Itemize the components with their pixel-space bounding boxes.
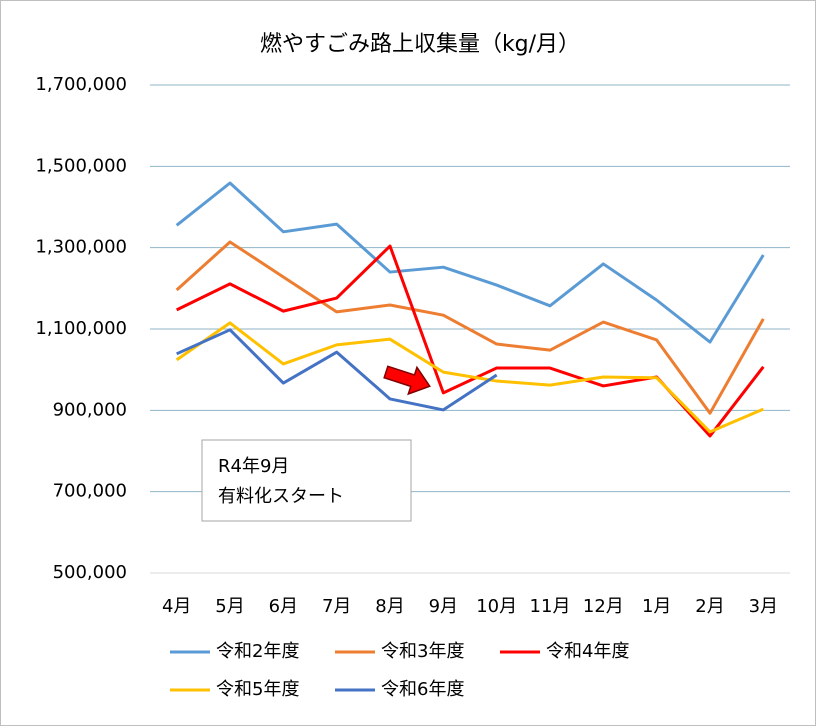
y-tick-label: 700,000 — [53, 481, 127, 502]
legend-label: 令和2年度 — [216, 641, 299, 662]
x-tick-label: 2月 — [695, 596, 724, 617]
annotation-box — [201, 439, 412, 522]
x-tick-label: 7月 — [322, 596, 351, 617]
x-tick-label: 12月 — [583, 596, 624, 617]
x-tick-label: 5月 — [215, 596, 244, 617]
annotation-text: R4年9月 — [218, 456, 289, 477]
legend-label: 令和6年度 — [381, 679, 464, 700]
x-tick-label: 10月 — [476, 596, 517, 617]
annotation-text: 有料化スタート — [218, 486, 344, 507]
x-tick-label: 3月 — [749, 596, 778, 617]
plot-area: 500,000 700,000 900,000 1,100,000 1,300,000 1… — [35, 74, 790, 700]
y-tick-label: 500,000 — [53, 562, 127, 583]
y-tick-label: 1,100,000 — [35, 318, 127, 339]
chart-title: 燃やすごみ路上収集量（kg/月） — [260, 32, 580, 57]
x-tick-label: 8月 — [375, 596, 404, 617]
y-tick-label: 1,700,000 — [35, 74, 127, 95]
legend-label: 令和4年度 — [546, 641, 629, 662]
annotation-arrow — [383, 365, 431, 396]
y-tick-label: 900,000 — [53, 399, 127, 420]
x-tick-label: 6月 — [269, 596, 298, 617]
x-tick-label: 9月 — [429, 596, 458, 617]
x-tick-label: 4月 — [162, 596, 191, 617]
series-line — [175, 240, 765, 415]
legend-label: 令和3年度 — [381, 641, 464, 662]
y-tick-label: 1,300,000 — [35, 237, 127, 258]
series-line — [175, 321, 764, 434]
x-tick-label: 11月 — [530, 596, 571, 617]
x-tick-label: 1月 — [642, 596, 671, 617]
series-line — [176, 328, 498, 412]
series-line — [175, 181, 765, 344]
legend-label: 令和5年度 — [216, 679, 299, 700]
y-tick-label: 1,500,000 — [35, 155, 127, 176]
